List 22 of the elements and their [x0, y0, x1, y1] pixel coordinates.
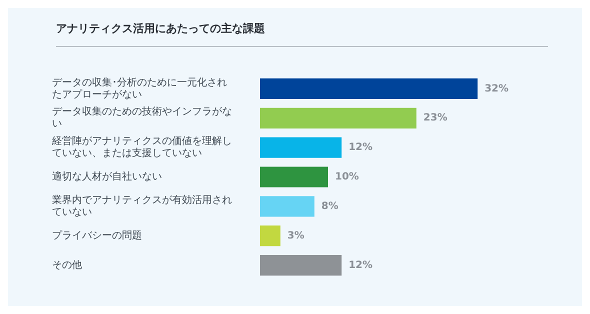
- data-label: 32%: [484, 83, 509, 94]
- y-tick-label: 適切な人材が自社いない: [52, 170, 162, 183]
- bar: [260, 137, 342, 158]
- data-label: 23%: [423, 112, 448, 124]
- bar: [260, 196, 314, 217]
- y-tick-label: データの収集･分析のために一元化されたアプローチがない: [52, 76, 227, 100]
- y-tick-label: データ収集のための技術やインフラがない: [52, 106, 232, 130]
- y-tick-label: 業界内でアナリティクスが有効活用されていない: [52, 194, 232, 218]
- y-tick-label: その他: [52, 258, 82, 271]
- bar: [260, 166, 328, 188]
- y-tick-label: 経営陣がアナリティクスの価値を理解していない、または支援していない: [51, 135, 232, 160]
- data-label: 3%: [287, 230, 304, 242]
- bar: [260, 108, 416, 128]
- bar: [260, 78, 478, 100]
- data-label: 12%: [348, 142, 373, 154]
- data-label: 8%: [321, 201, 338, 212]
- data-label: 12%: [348, 260, 373, 271]
- y-tick-label: プライバシーの問題: [52, 229, 142, 242]
- data-label: 10%: [335, 172, 359, 183]
- text: アナリティクス活用にあたっての主な課題: [56, 21, 265, 36]
- bar: [260, 226, 280, 246]
- bar: [260, 254, 342, 276]
